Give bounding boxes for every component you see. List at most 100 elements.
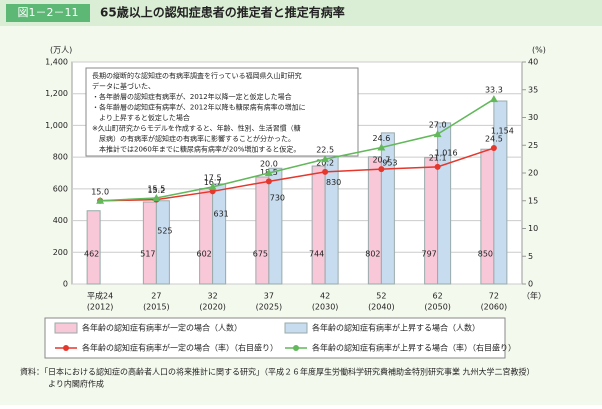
legend-swatch [63, 345, 69, 351]
legend-label: 各年齢の認知症有病率が上昇する場合（率）（右目盛り） [312, 343, 516, 353]
line-value-label: 15.5 [147, 184, 165, 193]
y2-axis-label: (%) [532, 46, 546, 55]
marker [96, 196, 105, 204]
x-tick-label: 27 [151, 292, 161, 301]
x-tick-label: (2025) [256, 303, 283, 312]
bar [212, 183, 227, 285]
legend-swatch [284, 322, 308, 334]
y-axis-label: (万人) [50, 46, 72, 55]
marker [490, 145, 497, 152]
bar [142, 201, 157, 285]
x-tick-label: 平成24 [87, 291, 113, 301]
y2-tick-label: 0 [528, 280, 533, 289]
figure-label-box [6, 4, 90, 22]
marker [152, 193, 161, 201]
legend-label: 各年齢の認知症有病率が一定の場合（人数） [82, 323, 242, 333]
line-value-label: 15.0 [91, 187, 109, 196]
y-tick-label: 600 [53, 184, 68, 193]
legend-swatch [293, 345, 299, 351]
bar-value-label: 953 [382, 158, 397, 167]
marker [377, 143, 386, 151]
y2-tick-label: 25 [528, 141, 538, 150]
x-tick-label: 72 [489, 292, 499, 301]
line [100, 98, 495, 202]
note-box [85, 67, 359, 157]
note-line: ・各年齢層の認知症有病率が、2012年以降も糖尿病有病率の増加に [92, 103, 306, 112]
note-line: ※久山町研究からモデルを作成すると、年齢、性別、生活習慣（糖 [92, 124, 301, 133]
line-value-label: 16.7 [204, 178, 222, 187]
x-tick-label: (2040) [368, 303, 395, 312]
legend-box [44, 317, 506, 359]
x-tick-label: 32 [208, 292, 218, 301]
bar-value-label: 517 [140, 250, 155, 259]
y-tick-label: 200 [53, 248, 68, 257]
x-tick-label: (2020) [199, 303, 226, 312]
note-line: 尿病）の有病率が認知症の有病率に影響することが分かった。 [92, 134, 295, 143]
x-tick-label: (2030) [312, 303, 339, 312]
y-tick-label: 400 [53, 216, 68, 225]
bar-value-label: 744 [309, 250, 324, 259]
marker [433, 130, 442, 138]
bar-value-label: 675 [253, 250, 268, 259]
line [100, 147, 495, 202]
x-tick-label: 62 [433, 292, 443, 301]
bar-value-label: 631 [213, 209, 228, 218]
line-value-label: 21.1 [429, 153, 447, 162]
line-value-label: 20.2 [316, 158, 334, 167]
line-value-label: 33.3 [485, 86, 503, 95]
bar-value-label: 1,154 [491, 127, 514, 136]
bar [493, 100, 508, 285]
bar [268, 167, 283, 285]
bar [380, 132, 395, 285]
y2-tick-label: 30 [528, 113, 538, 122]
note-line: 本推計では2060年までに糖尿病有病率が20%増加すると仮定。 [92, 145, 300, 154]
bar-value-label: 797 [421, 250, 436, 259]
y2-tick-label: 40 [528, 58, 538, 67]
bar-value-label: 462 [84, 250, 99, 259]
y-tick-label: 800 [53, 153, 68, 162]
y2-tick-label: 10 [528, 224, 538, 233]
bar-value-label: 602 [196, 250, 211, 259]
bar [424, 157, 439, 285]
bar-value-label: 802 [365, 250, 380, 259]
line-value-label: 22.5 [316, 146, 334, 155]
line-value-label: 17.5 [204, 173, 222, 182]
marker [208, 182, 217, 190]
bar-value-label: 830 [326, 178, 341, 187]
x-tick-label: (2050) [424, 303, 451, 312]
y-tick-label: 1,200 [45, 89, 68, 98]
bar-value-label: 730 [270, 194, 285, 203]
y2-tick-label: 15 [528, 196, 538, 205]
line-value-label: 24.6 [372, 134, 390, 143]
note-line: 長期の縦断的な認知症の有病率調査を行っている福岡県久山町研究 [92, 71, 302, 80]
bar [155, 200, 170, 285]
bar [255, 176, 270, 285]
legend-label: 各年齢の認知症有病率が上昇する場合（人数） [312, 323, 480, 333]
note-line: データに基づいた、 [92, 82, 155, 91]
x-tick-label: (2012) [87, 303, 114, 312]
bar-value-label: 525 [157, 226, 172, 235]
marker [378, 166, 385, 173]
marker [489, 95, 498, 103]
source: 資料：「日本における認知症の高齢者人口の将来推計に関する研究」（平成２６年度厚生… [20, 367, 535, 377]
marker [434, 163, 441, 170]
source: より内閣府作成 [48, 379, 104, 389]
x-unit: （年） [522, 291, 546, 301]
bar-value-label: 1,016 [435, 148, 458, 157]
y-tick-label: 1,400 [45, 58, 68, 67]
x-tick-label: 52 [376, 292, 386, 301]
figure-label: 図1－2－11 [18, 6, 79, 19]
legend-swatch [54, 322, 78, 334]
x-tick-label: (2060) [481, 303, 508, 312]
header-band [0, 0, 602, 26]
line-value-label: 20.0 [260, 160, 278, 169]
bar [480, 148, 495, 285]
bar [367, 156, 382, 285]
y2-tick-label: 35 [528, 85, 538, 94]
x-tick-label: 37 [264, 292, 274, 301]
y-tick-label: 1,000 [45, 121, 68, 130]
chart-title: 65歳以上の認知症患者の推定者と推定有病率 [100, 5, 345, 20]
y2-tick-label: 20 [528, 169, 538, 178]
marker [322, 168, 329, 175]
